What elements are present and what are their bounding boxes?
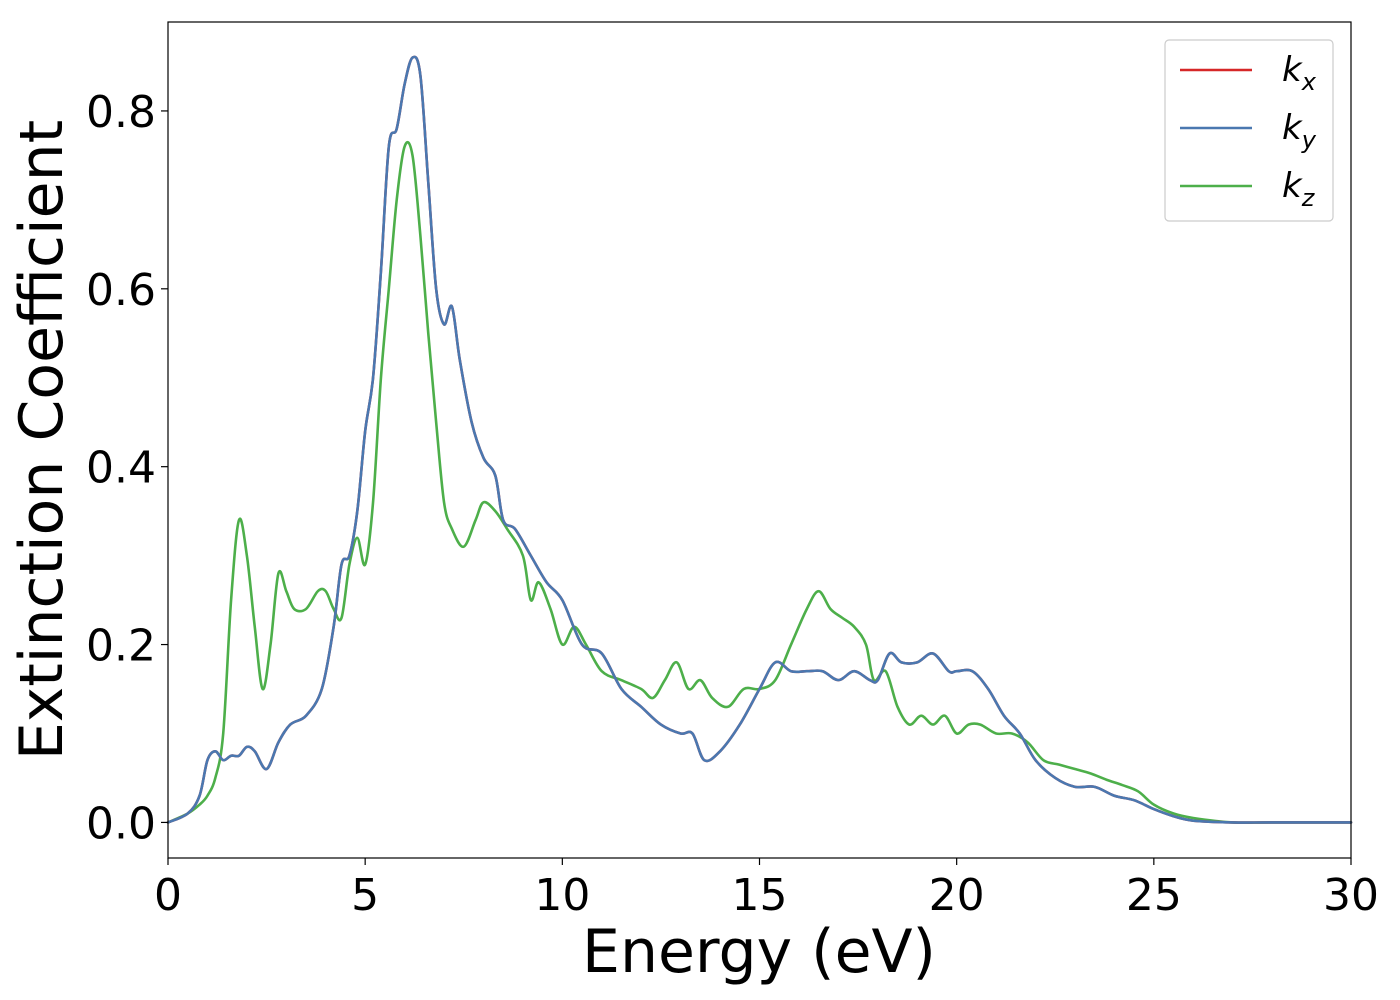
legend-label-x: kx	[1282, 50, 1317, 96]
legend-label-subscript: x	[1301, 68, 1317, 96]
x-tick-label: 10	[534, 870, 590, 921]
y-tick-label: 0.8	[86, 87, 156, 138]
x-tick-label: 20	[929, 870, 985, 921]
x-axis-title: Energy (eV)	[582, 917, 936, 987]
y-axis: 0.0 0.2 0.4 0.6 0.8	[86, 87, 168, 849]
x-tick-label: 5	[351, 870, 379, 921]
legend-box	[1164, 39, 1334, 222]
legend-label-y: ky	[1282, 108, 1317, 154]
y-tick-label: 0.4	[86, 443, 156, 494]
x-axis: 0 5 10 15 20 25 30	[154, 858, 1379, 921]
legend-label-base: k	[1282, 166, 1303, 206]
y-tick-label: 0.2	[86, 621, 156, 672]
x-tick-label: 25	[1126, 870, 1182, 921]
series-layer	[166, 55, 1353, 825]
legend-label-base: k	[1282, 50, 1303, 90]
legend-label-subscript: z	[1301, 184, 1316, 212]
y-tick-label: 0.0	[86, 798, 156, 849]
legend-label-base: k	[1282, 108, 1303, 148]
y-axis-title: Extinction Coefficient	[7, 120, 77, 760]
series-line-y	[166, 55, 1353, 824]
x-tick-label: 0	[154, 870, 182, 921]
legend-label-subscript: y	[1301, 126, 1317, 154]
y-tick-label: 0.6	[86, 265, 156, 316]
x-tick-label: 15	[732, 870, 788, 921]
series-line-z	[166, 140, 1353, 825]
x-tick-label: 30	[1323, 870, 1379, 921]
legend-label-z: kz	[1282, 166, 1316, 212]
